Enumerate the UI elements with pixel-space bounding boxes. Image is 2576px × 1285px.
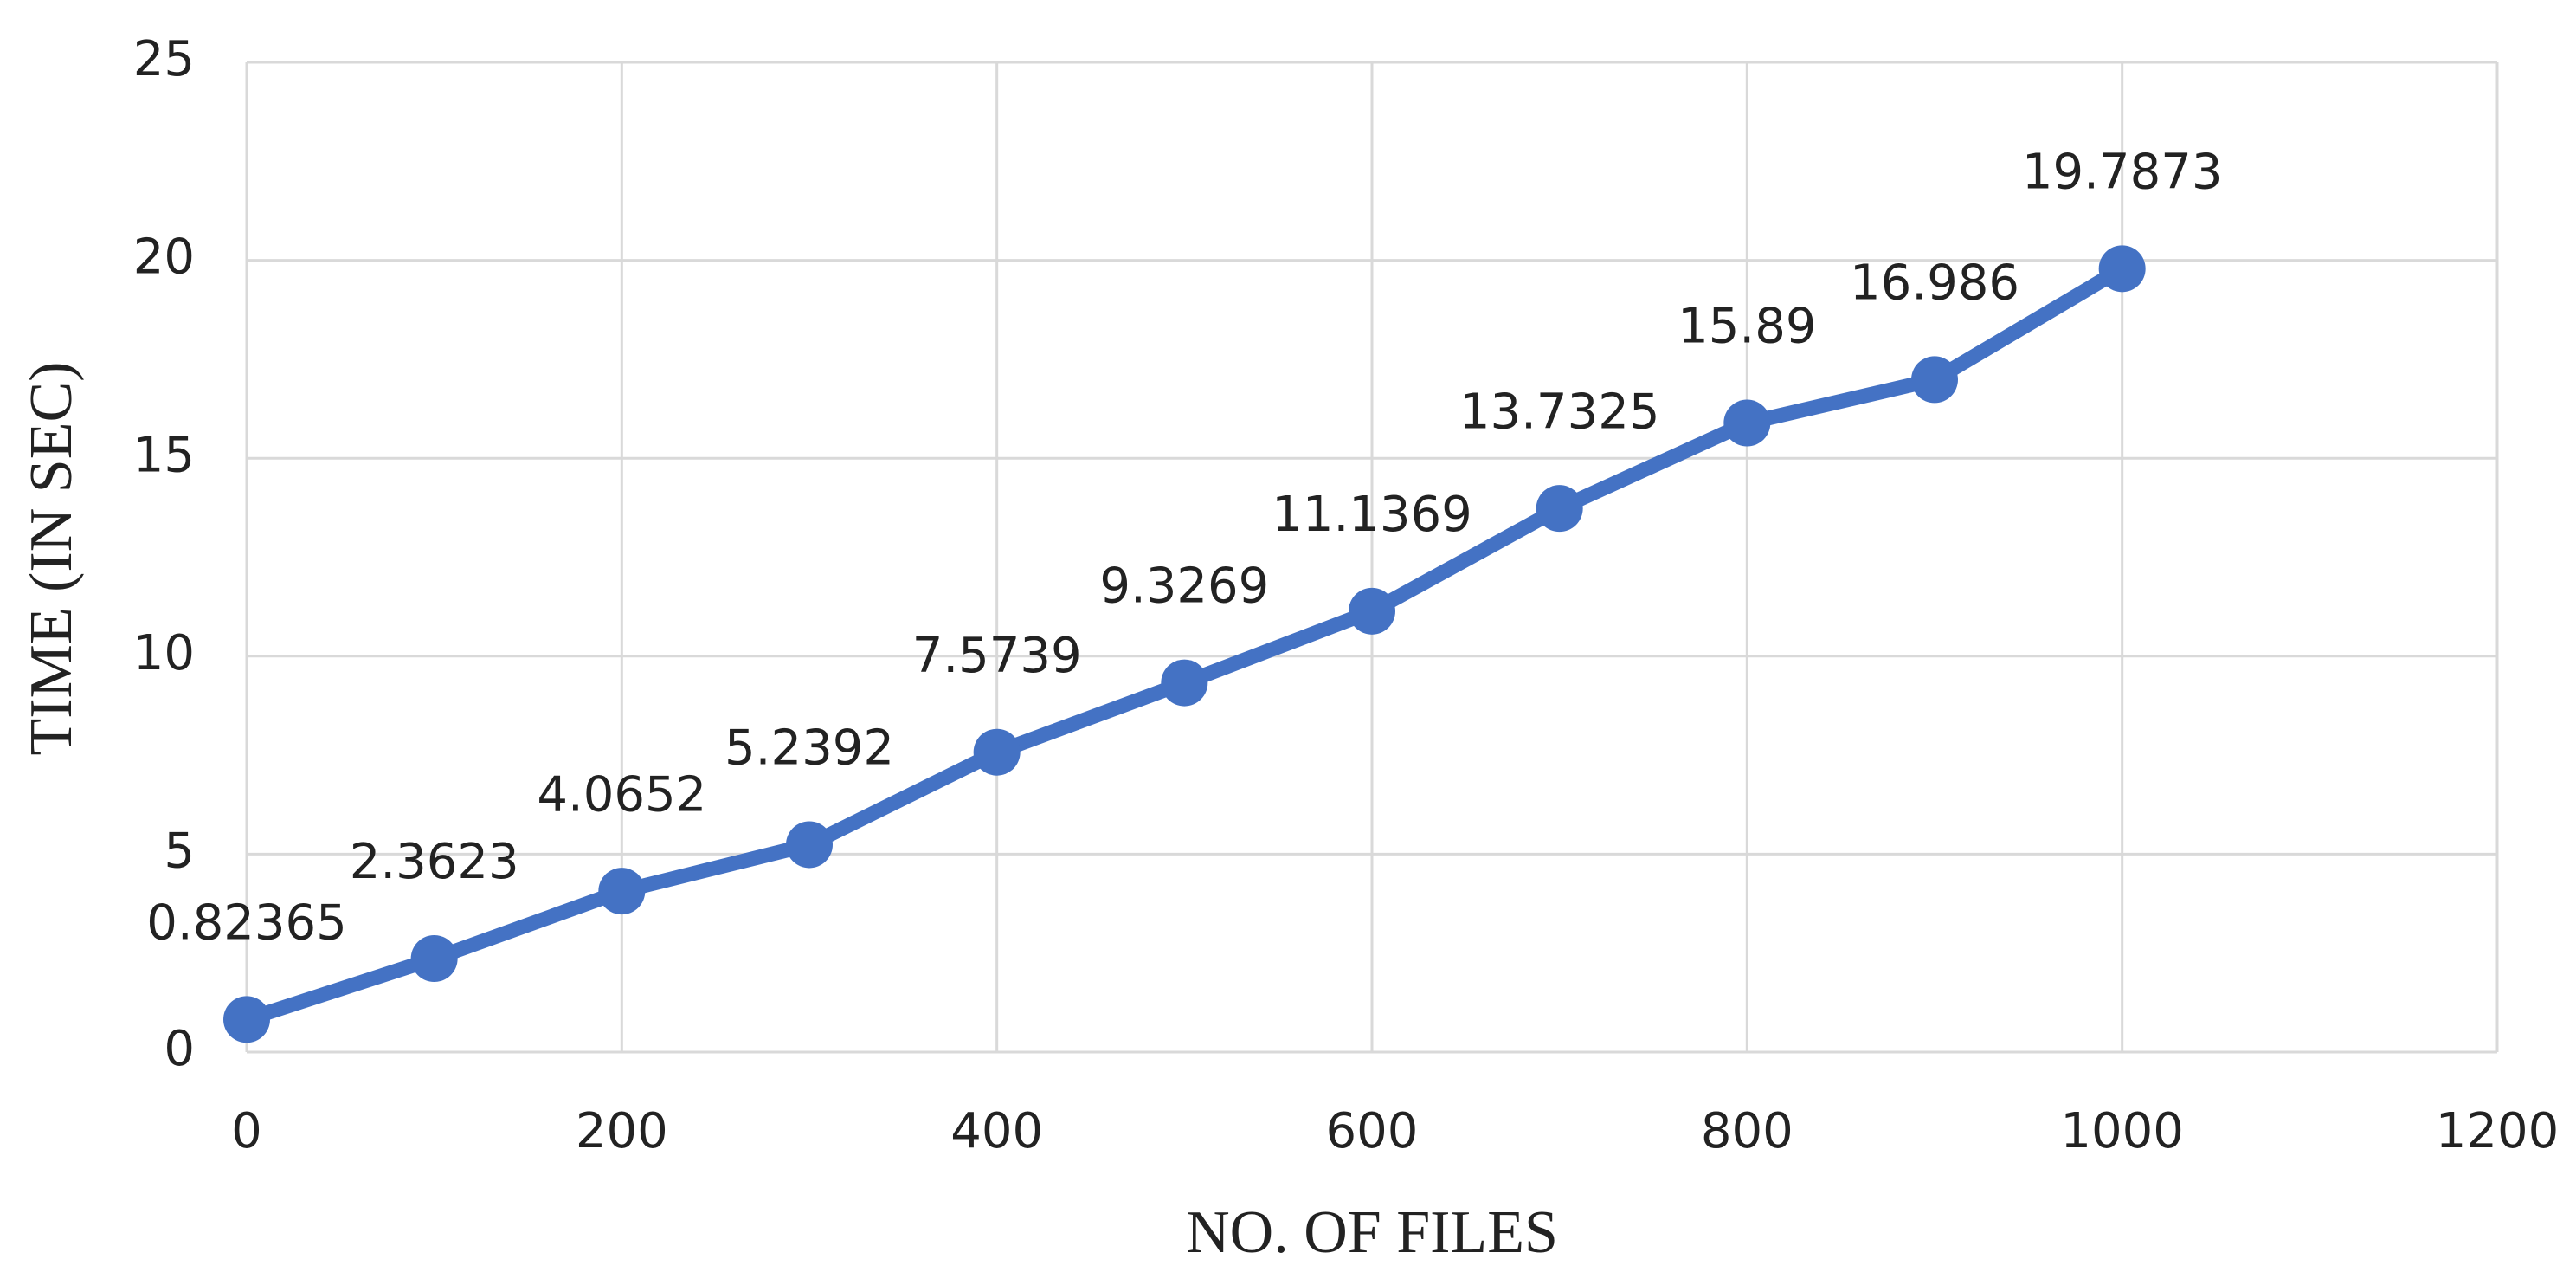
data-label: 16.986: [1850, 255, 2019, 312]
data-label: 5.2392: [724, 720, 894, 777]
data-label: 13.7325: [1459, 384, 1660, 440]
y-tick-label: 20: [133, 229, 195, 286]
x-tick-label: 0: [231, 1103, 262, 1159]
data-point: [223, 996, 270, 1043]
x-tick-label: 600: [1326, 1103, 1419, 1159]
x-tick-label: 1200: [2436, 1103, 2560, 1159]
data-label: 11.1369: [1272, 487, 1472, 543]
data-label: 2.3623: [350, 834, 519, 890]
data-point: [1723, 399, 1771, 447]
data-point: [1161, 659, 1208, 707]
data-point: [1349, 587, 1395, 635]
x-tick-label: 200: [576, 1103, 668, 1159]
data-point: [2098, 245, 2146, 293]
data-label: 0.82365: [146, 894, 347, 951]
data-point: [973, 728, 1021, 776]
y-tick-label: 0: [164, 1021, 195, 1077]
data-point: [598, 868, 646, 915]
data-label: 9.3269: [1099, 559, 1269, 615]
data-point: [410, 934, 458, 982]
data-label: 4.0652: [537, 766, 706, 823]
y-tick-label: 25: [133, 31, 195, 87]
data-label: 7.5739: [912, 628, 1082, 684]
y-axis-title: TIME (IN SEC): [18, 362, 85, 756]
data-point: [1911, 356, 1958, 404]
y-tick-label: 5: [164, 823, 195, 880]
data-point: [1536, 485, 1583, 533]
data-label: 15.89: [1678, 299, 1816, 355]
data-line: [244, 262, 2126, 1027]
y-tick-label: 10: [133, 625, 195, 681]
x-tick-label: 1000: [2060, 1103, 2184, 1159]
data-label: 19.7873: [2022, 144, 2223, 200]
x-tick-label: 800: [1701, 1103, 1794, 1159]
x-axis-title: NO. OF FILES: [1186, 1199, 1558, 1266]
x-tick-label: 400: [950, 1103, 1043, 1159]
y-tick-label: 15: [133, 427, 195, 483]
data-point: [786, 821, 833, 869]
